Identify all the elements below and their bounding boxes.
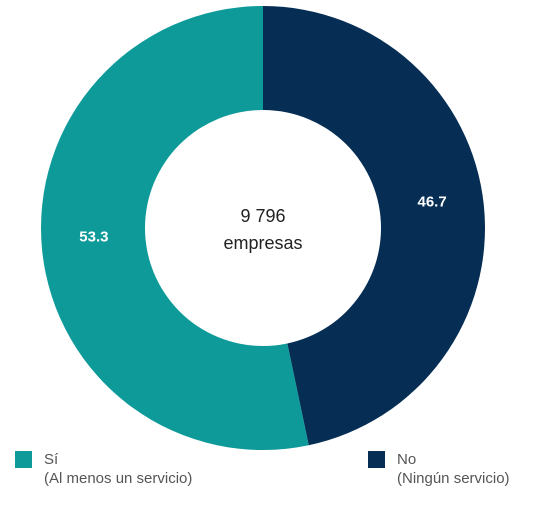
slice-label-s: 53.3 [79, 229, 108, 246]
legend-item-si: Sí (Al menos un servicio) [15, 450, 192, 488]
center-total-unit: empresas [223, 233, 302, 253]
donut-chart: 46.7 53.3 9 796 empresas [41, 6, 486, 450]
legend-text-no: No (Ningún servicio) [397, 450, 510, 488]
slice-label-no: 46.7 [417, 193, 446, 210]
center-total: 9 796 [240, 206, 285, 226]
legend-detail-si: (Al menos un servicio) [44, 470, 193, 487]
legend-label-no: No [397, 451, 417, 468]
legend-detail-no: (Ningún servicio) [397, 470, 510, 487]
legend-item-no: No (Ningún servicio) [368, 450, 510, 488]
donut-hole [145, 110, 381, 346]
legend-swatch-no [368, 451, 385, 468]
legend-text-si: Sí (Al menos un servicio) [44, 450, 192, 488]
legend-swatch-si [15, 451, 32, 468]
legend-label-si: Sí [44, 451, 59, 468]
